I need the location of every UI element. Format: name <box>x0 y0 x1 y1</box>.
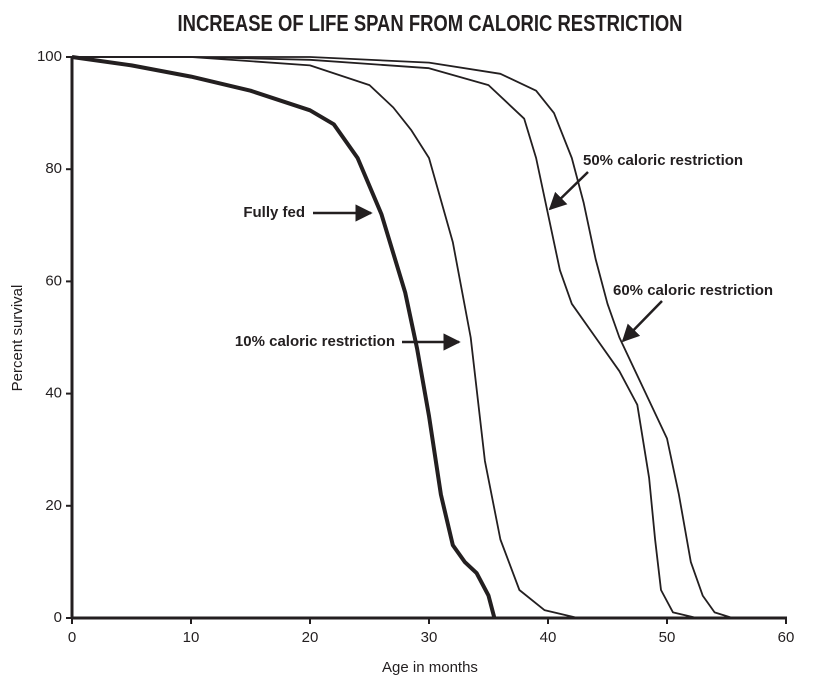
legend-arrow <box>621 300 663 343</box>
x-tick-label: 10 <box>183 629 200 646</box>
survival-line <box>72 56 698 619</box>
y-tick-label: 60 <box>45 272 62 289</box>
x-tick-label: 50 <box>659 629 676 646</box>
legend-label: 60% caloric restriction <box>613 282 773 299</box>
y-tick-label: 0 <box>54 609 62 626</box>
legend-label: Fully fed <box>243 204 305 221</box>
y-tick-label: 100 <box>37 48 62 65</box>
x-tick-label: 40 <box>540 629 557 646</box>
y-tick-label: 20 <box>45 497 62 514</box>
legend-arrow <box>548 171 589 211</box>
chart-title: INCREASE OF LIFE SPAN FROM CALORIC RESTR… <box>178 10 683 36</box>
y-tick-label: 80 <box>45 160 62 177</box>
y-axis-label: Percent survival <box>9 285 26 392</box>
survival-line <box>72 56 733 619</box>
survival-line <box>72 56 579 619</box>
legend-label: 50% caloric restriction <box>583 152 743 169</box>
x-tick-label: 30 <box>421 629 438 646</box>
x-tick-label: 0 <box>68 629 76 646</box>
x-tick-label: 60 <box>778 629 795 646</box>
legend-label: 10% caloric restriction <box>235 333 395 350</box>
x-axis-label: Age in months <box>382 659 478 676</box>
survival-line <box>71 55 497 619</box>
x-tick-label: 20 <box>302 629 319 646</box>
y-tick-label: 40 <box>45 385 62 402</box>
